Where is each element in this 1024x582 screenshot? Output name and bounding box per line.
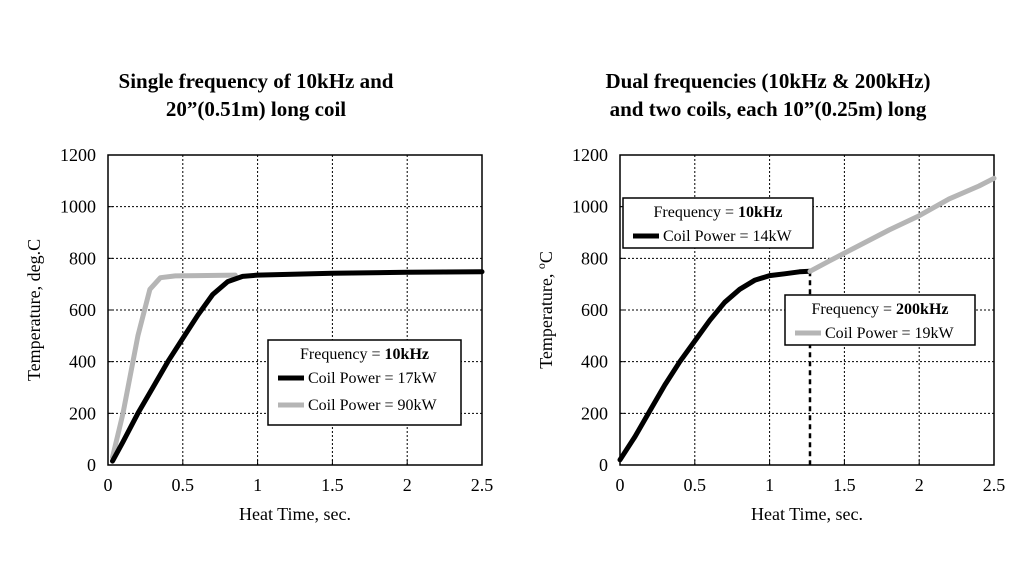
x-tick-label: 0 xyxy=(616,475,625,495)
series-line-1 xyxy=(617,268,813,463)
x-tick-label: 0 xyxy=(104,475,113,495)
chart-single-frequency: 0 0.5 1 1.5 2 2.5 0 200 400 600 800 1000 1200 Heat Ti… xyxy=(24,145,494,524)
y-tick-label: 800 xyxy=(69,248,96,268)
y-tick-label: 800 xyxy=(581,248,608,268)
legend-entry-label: Coil Power = 14kW xyxy=(663,228,792,245)
chart-title-line-1: Dual frequencies (10kHz & 200kHz) xyxy=(605,69,931,93)
y-tick-label: 0 xyxy=(87,455,96,475)
chart-panel-dual-frequency: Dual frequencies (10kHz & 200kHz) and tw… xyxy=(512,0,1024,582)
series-line-1 xyxy=(110,272,238,460)
y-tick-label: 0 xyxy=(599,455,608,475)
series-line-2 xyxy=(110,269,485,464)
chart-title-line-1: Single frequency of 10kHz and xyxy=(118,69,394,93)
legend-1: Frequency = 10kHz Coil Power = 14kW xyxy=(622,197,814,249)
chart-dual-frequency: 0 0.5 1 1.5 2 2.5 0 200 400 600 800 1000 1200 Heat Ti… xyxy=(534,145,1006,524)
x-axis-label: Heat Time, sec. xyxy=(751,504,863,524)
y-tick-label: 1200 xyxy=(60,145,96,165)
legend-box xyxy=(622,197,814,249)
legend-1: Frequency = 10kHz Coil Power = 17kW Coil P… xyxy=(267,339,462,426)
y-tick-label: 1000 xyxy=(60,197,96,217)
x-tick-label: 0.5 xyxy=(684,475,707,495)
x-tick-label: 2.5 xyxy=(471,475,494,495)
x-tick-label: 2 xyxy=(915,475,924,495)
y-tick-label: 400 xyxy=(69,352,96,372)
x-tick-label: 2.5 xyxy=(983,475,1006,495)
legend-2: Frequency = 200kHz Coil Power = 19kW xyxy=(784,294,976,346)
x-tick-label: 1 xyxy=(253,475,262,495)
y-axis-label: Temperature, deg.C xyxy=(24,239,44,381)
series-line-2 xyxy=(807,175,997,274)
legend-entry-label: Coil Power = 19kW xyxy=(825,325,954,342)
x-tick-label: 2 xyxy=(403,475,412,495)
y-tick-label: 200 xyxy=(581,403,608,423)
x-tick-label: 1.5 xyxy=(321,475,344,495)
legend-header: Frequency = 200kHz xyxy=(811,301,948,318)
y-tick-label: 1200 xyxy=(572,145,608,165)
y-tick-label: 1000 xyxy=(572,197,608,217)
chart-title-line-2: 20”(0.51m) long coil xyxy=(165,97,347,121)
y-tick-label: 600 xyxy=(581,300,608,320)
legend-box xyxy=(784,294,976,346)
x-axis-label: Heat Time, sec. xyxy=(239,504,351,524)
legend-header: Frequency = 10kHz xyxy=(653,204,782,221)
y-axis-label: Temperature, oC xyxy=(534,251,556,369)
x-tick-label: 1.5 xyxy=(833,475,856,495)
y-tick-label: 200 xyxy=(69,403,96,423)
x-tick-label: 0.5 xyxy=(172,475,195,495)
chart-panel-single-frequency: Single frequency of 10kHz and 20”(0.51m)… xyxy=(24,69,494,524)
x-tick-label: 1 xyxy=(765,475,774,495)
chart-title-line-2: and two coils, each 10”(0.25m) long xyxy=(609,97,927,121)
legend-entry-label: Coil Power = 90kW xyxy=(308,397,437,414)
legend-entry-label: Coil Power = 17kW xyxy=(308,370,437,387)
legend-box xyxy=(267,339,462,426)
y-tick-label: 600 xyxy=(69,300,96,320)
legend-header: Frequency = 10kHz xyxy=(300,346,429,363)
y-tick-label: 400 xyxy=(581,352,608,372)
